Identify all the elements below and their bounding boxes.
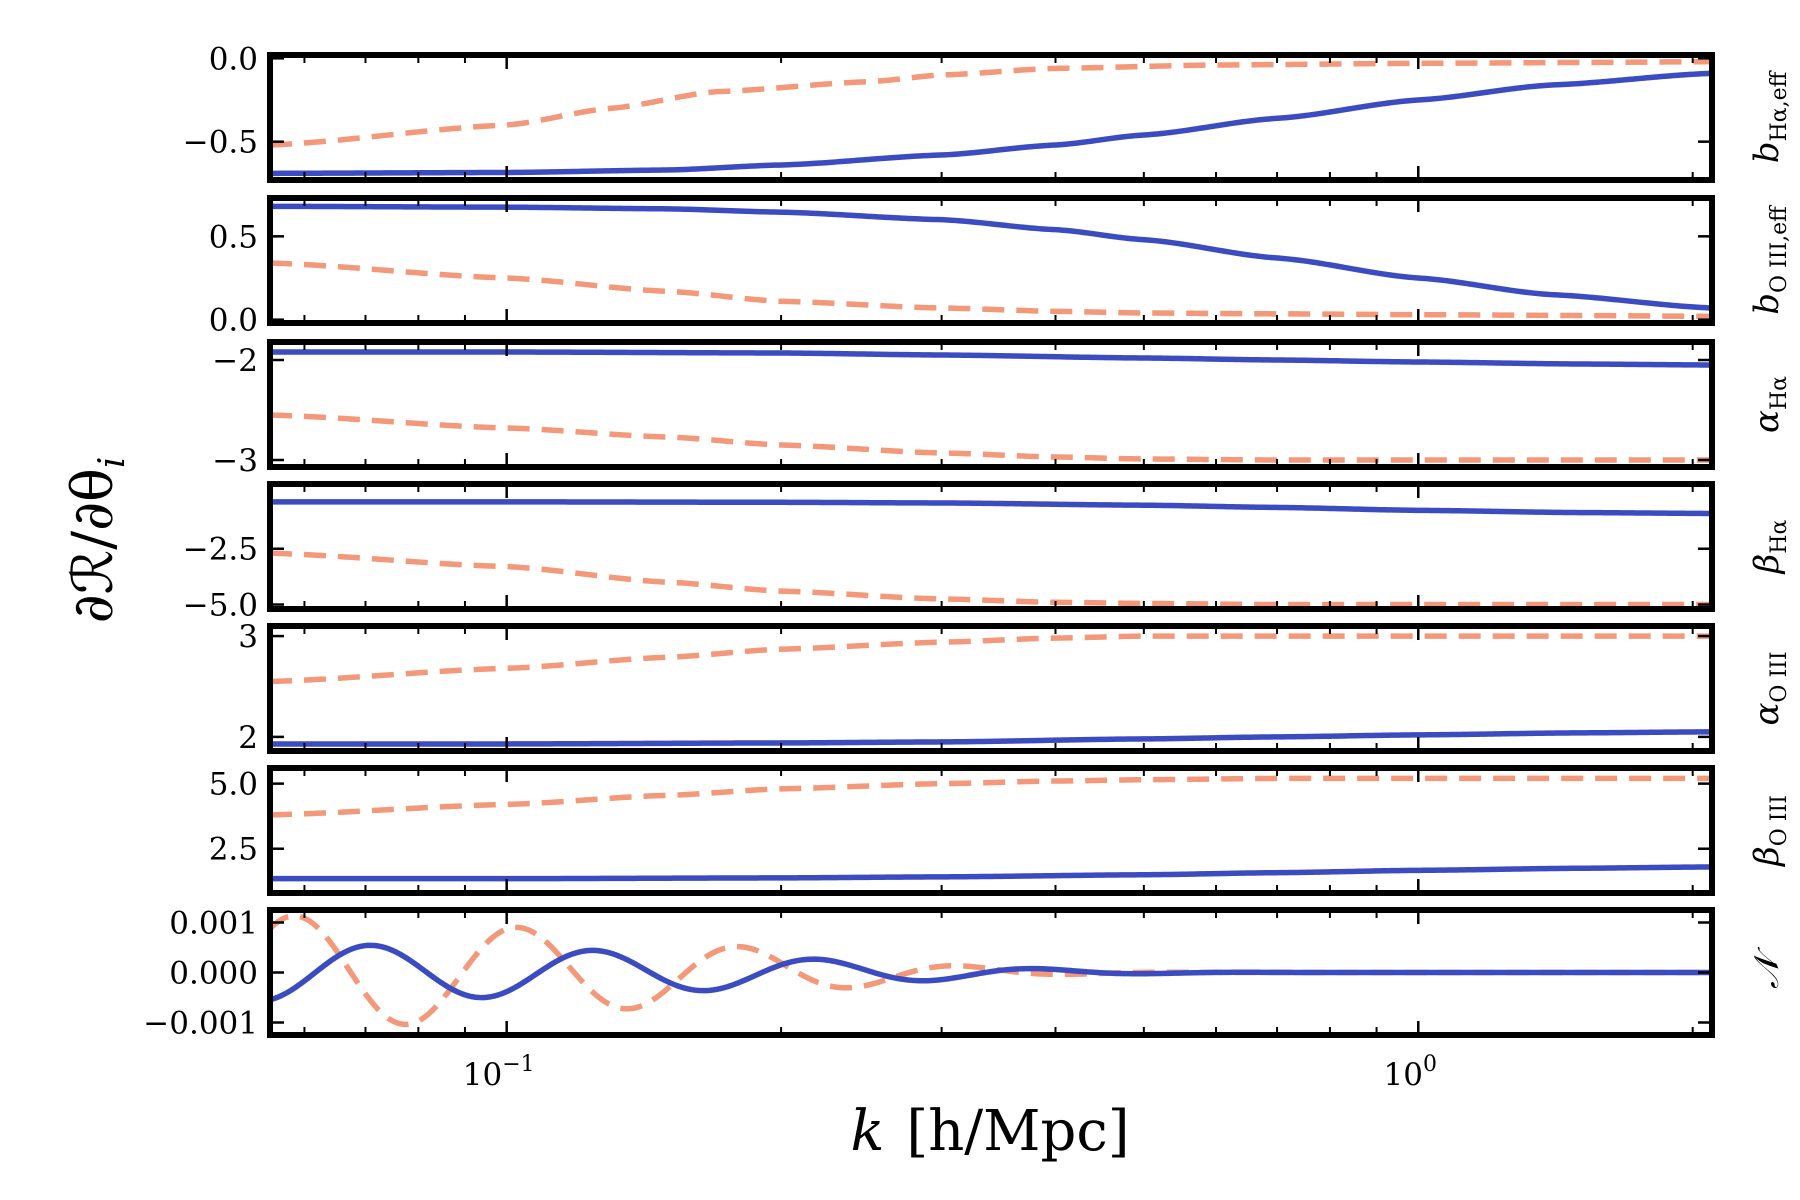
y-tick-label: 5.0 (209, 767, 258, 803)
panel-3-line-solid (270, 349, 1712, 368)
y-tick-label: −0.5 (183, 125, 258, 161)
y-tick-label: −2.5 (183, 532, 258, 568)
panel-4-frame (267, 481, 1715, 612)
panel-5-frame (267, 623, 1715, 754)
svg-text:bHα,eff: bHα,eff (1747, 70, 1792, 163)
panel-3-label: αHα (1747, 376, 1792, 433)
panel-label-main: β (1747, 846, 1787, 868)
y-tick-label: 0.0 (209, 303, 258, 339)
panel-label-sub: O III (1767, 795, 1792, 846)
svg-text:βO III: βO III (1747, 795, 1792, 868)
panel-4: −2.5 −5.0 βHα (183, 481, 1792, 624)
y-axis-title-main: ∂ℛ/∂θ (61, 468, 126, 623)
panel-7-line-solid (270, 942, 1712, 1003)
y-axis-title-sub: i (92, 457, 133, 469)
panel-1-label: bHα,eff (1747, 70, 1792, 163)
panel-6: 5.0 2.5 βO III (209, 765, 1792, 896)
panel-label-main: 𝒩 (1747, 946, 1787, 989)
panel-label-sub: Hα (1767, 520, 1792, 554)
x-tick-labels: 10−1 100 (463, 1052, 1437, 1093)
panel-5-line-solid (270, 729, 1712, 747)
y-tick-label: −5.0 (183, 588, 258, 624)
y-tick-label: 0.001 (169, 906, 258, 942)
x-axis-title: k [h/Mpc] (850, 1099, 1129, 1164)
y-tick-label: 0.000 (169, 956, 258, 992)
panel-1-line-solid (270, 70, 1712, 177)
y-tick-label: −0.001 (143, 1006, 258, 1042)
panel-6-label: βO III (1747, 795, 1792, 868)
panel-3-series (270, 349, 1712, 463)
x-tick-label: 10−1 (463, 1052, 535, 1093)
svg-text:αHα: αHα (1747, 376, 1792, 433)
panel-label-sub: O III (1767, 651, 1792, 702)
panel-2-frame (267, 195, 1715, 326)
panel-label-main: b (1747, 293, 1787, 315)
svg-text:αO III: αO III (1747, 651, 1792, 725)
y-tick-label: 2.5 (209, 832, 258, 868)
y-tick-label: 3 (238, 619, 258, 655)
svg-text:βHα: βHα (1747, 520, 1792, 576)
panel-label-main: α (1747, 410, 1787, 433)
panel-4-series (270, 499, 1712, 608)
panel-4-line-dashed (270, 550, 1712, 608)
y-tick-label: 2 (238, 720, 258, 756)
panel-2-series (270, 203, 1712, 320)
panel-1-series (270, 58, 1712, 177)
svg-text:∂ℛ/∂θi: ∂ℛ/∂θi (61, 457, 133, 624)
panel-7-series (270, 913, 1712, 1028)
panel-4-label: βHα (1747, 520, 1792, 576)
panel-7-label: 𝒩 (1747, 946, 1787, 989)
panel-5: 3 2 αO III (238, 619, 1792, 756)
panel-label-main: β (1747, 554, 1787, 576)
panel-3-frame (267, 339, 1715, 470)
panel-2-line-dashed (270, 260, 1712, 320)
panel-6-frame (267, 765, 1715, 896)
panel-5-label: αO III (1747, 651, 1792, 725)
panel-2: 0.5 0.0 bO III,eff (209, 195, 1792, 339)
panel-3-line-dashed (270, 412, 1712, 463)
x-axis-title-unit: [h/Mpc] (906, 1099, 1129, 1164)
panel-7-frame (267, 907, 1715, 1038)
y-tick-label: −3 (212, 443, 258, 479)
panel-6-line-solid (270, 864, 1712, 882)
panel-6-line-dashed (270, 775, 1712, 818)
panel-7: 0.001 0.000 −0.001 𝒩 (143, 906, 1787, 1042)
y-tick-label: 0.5 (209, 219, 258, 255)
panel-label-sub: Hα,eff (1767, 70, 1792, 141)
panel-3: −2 −3 αHα (212, 339, 1792, 479)
svg-text:𝒩: 𝒩 (1747, 946, 1787, 989)
panel-6-series (270, 775, 1712, 882)
panel-1: 0.0 −0.5 bHα,eff (183, 41, 1792, 183)
panel-1-frame (267, 52, 1715, 183)
panel-label-main: b (1747, 141, 1787, 163)
panel-5-line-dashed (270, 633, 1712, 685)
panel-label-sub: O III,eff (1767, 205, 1792, 293)
panel-1-line-dashed (270, 58, 1712, 148)
panel-5-series (270, 633, 1712, 747)
y-axis-title: ∂ℛ/∂θi (61, 457, 133, 624)
x-tick-label: 100 (1384, 1052, 1437, 1093)
panel-label-main: α (1747, 703, 1787, 726)
panel-2-line-solid (270, 203, 1712, 311)
svg-text:bO III,eff: bO III,eff (1747, 205, 1792, 315)
panel-4-line-solid (270, 499, 1712, 517)
y-tick-label: 0.0 (209, 41, 258, 77)
panel-label-sub: Hα (1767, 376, 1792, 410)
panel-2-label: bO III,eff (1747, 205, 1792, 315)
x-axis-title-k: k (850, 1099, 884, 1164)
y-tick-label: −2 (212, 343, 258, 379)
